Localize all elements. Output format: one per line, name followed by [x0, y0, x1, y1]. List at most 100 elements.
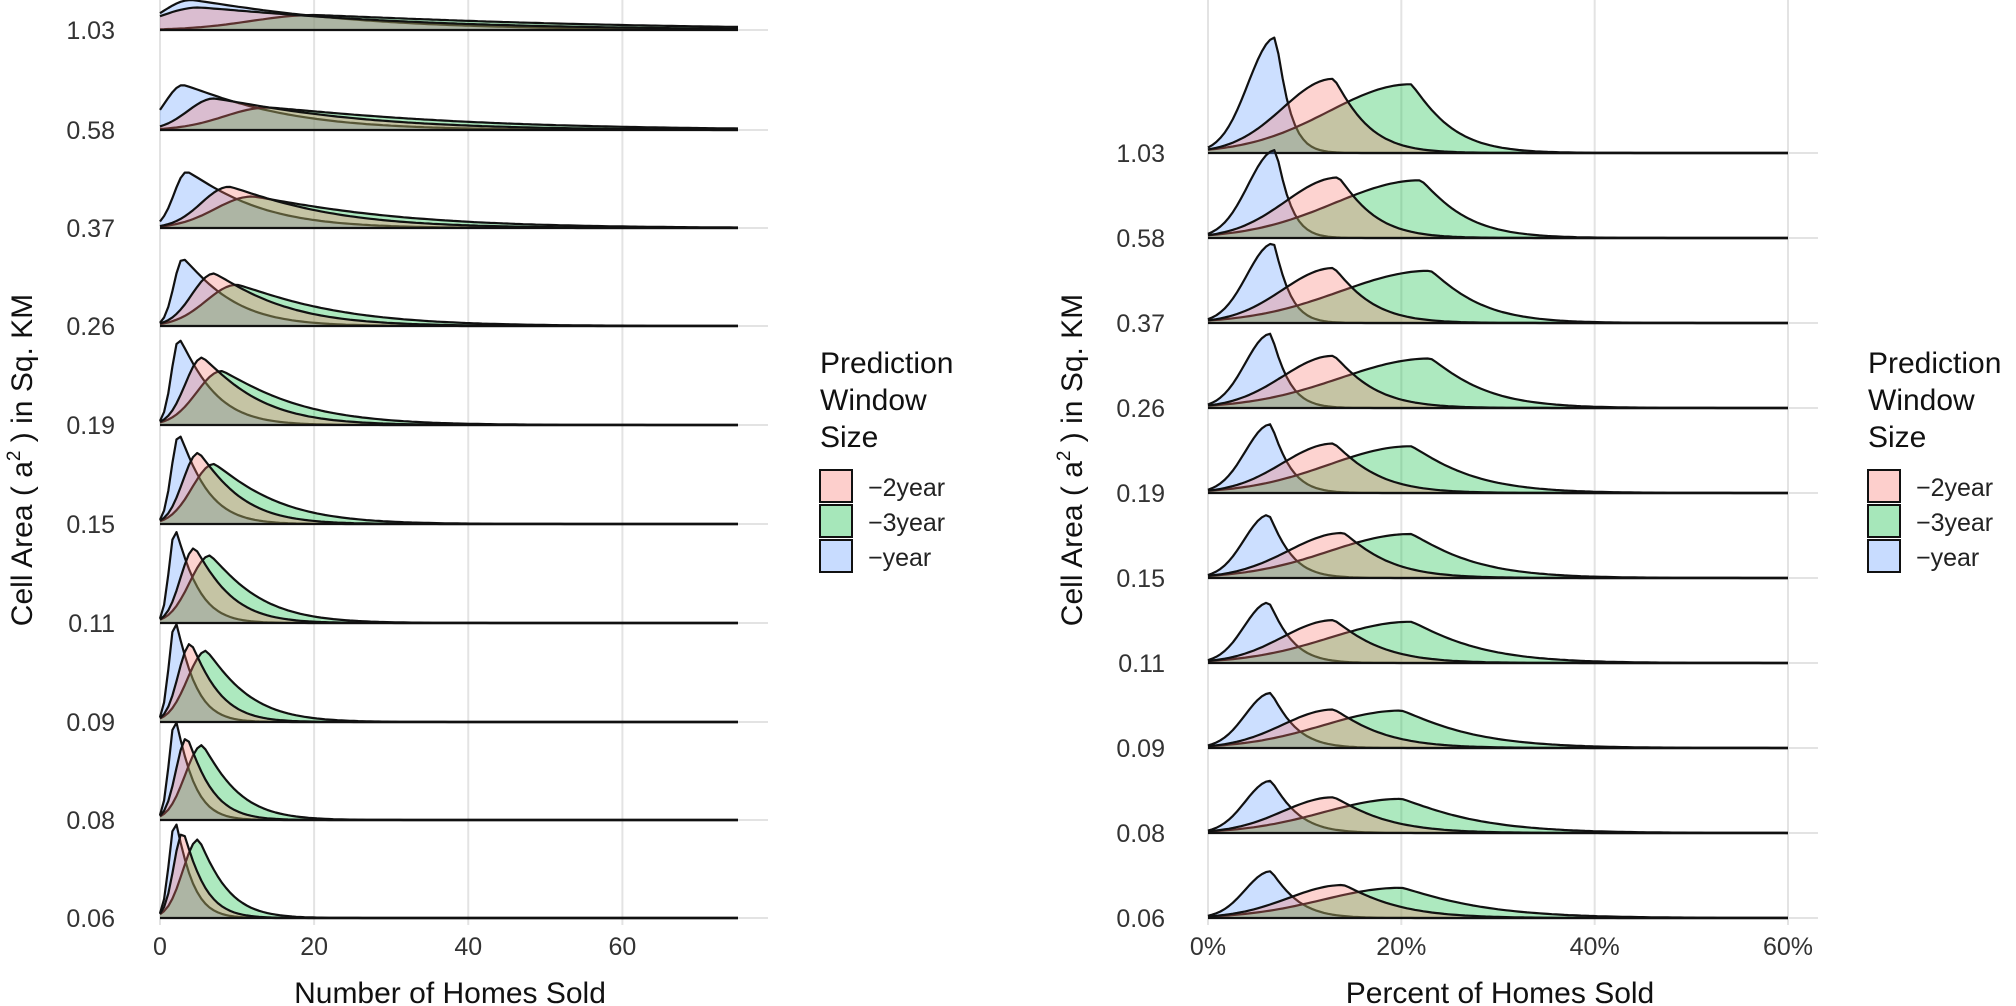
right-legend-swatch-year — [1867, 539, 1901, 573]
left-x-tick-label: 0 — [153, 933, 167, 961]
left-density-area-2year — [160, 453, 738, 524]
left-chart-panel: 0.06 0.08 0.09 0.11 0.15 0.19 0.26 0.37 0.58 1.03… — [4, 0, 768, 1006]
left-legend-swatch-year — [819, 539, 853, 573]
right-y-axis-title-main: Cell Area ( a — [1056, 461, 1089, 626]
left-ridge-0.06 — [158, 823, 738, 920]
right-density-area-2year — [1208, 797, 1788, 833]
right-density-area-2year — [1208, 268, 1788, 323]
left-density-area-2year — [160, 273, 738, 326]
left-x-axis-title: Number of Homes Sold — [294, 977, 606, 1006]
left-ridge-0.11 — [158, 531, 738, 625]
left-density-area-year — [160, 824, 738, 918]
right-x-axis-title: Percent of Homes Sold — [1346, 977, 1654, 1006]
left-density-line-3year — [159, 838, 738, 920]
right-density-area-year — [1208, 602, 1788, 663]
right-ridge-0.15 — [1207, 514, 1788, 580]
right-y-tick-label: 1.03 — [1116, 140, 1165, 168]
left-legend-title-line-3: Size — [820, 421, 878, 454]
left-ridge-0.26 — [159, 258, 738, 328]
left-density-area-2year — [160, 548, 738, 623]
left-density-area-3year — [160, 555, 738, 623]
right-density-area-3year — [1208, 358, 1788, 408]
right-density-area-3year — [1208, 446, 1788, 493]
left-density-area-year — [160, 340, 738, 425]
left-density-area-year — [160, 532, 738, 623]
left-density-line-3year — [159, 106, 739, 130]
right-density-area-2year — [1208, 885, 1788, 918]
left-density-area-year — [160, 259, 738, 326]
right-x-tick-label: 60% — [1763, 933, 1813, 961]
right-density-area-3year — [1208, 180, 1788, 238]
right-legend-label-2year: −2year — [1916, 474, 1993, 502]
right-legend-title-line-2: Window — [1868, 384, 1975, 417]
left-y-tick-label: 0.15 — [66, 511, 115, 539]
left-density-area-2year — [160, 834, 738, 918]
left-density-area-3year — [160, 196, 738, 228]
left-y-tick-label: 0.37 — [66, 215, 115, 243]
left-density-area-3year — [160, 650, 738, 722]
right-y-tick-label: 0.19 — [1116, 480, 1165, 508]
right-ridge-1.03 — [1207, 36, 1788, 155]
left-density-area-2year — [160, 7, 738, 30]
right-ridge-0.11 — [1207, 601, 1788, 665]
right-x-tick-labels: 0% 20% 40% 60% — [1190, 933, 1813, 961]
right-legend: Prediction Window Size −2year −3year −ye… — [1867, 347, 2001, 573]
left-y-tick-label: 0.08 — [66, 807, 115, 835]
right-density-area-3year — [1208, 887, 1788, 918]
right-y-tick-label: 0.37 — [1116, 310, 1165, 338]
left-ridge-0.58 — [159, 84, 739, 132]
left-density-line-year — [158, 823, 738, 920]
right-y-axis-title-superscript: 2 — [1054, 451, 1075, 462]
right-y-tick-label: 0.06 — [1116, 905, 1165, 933]
right-density-area-year — [1208, 515, 1788, 578]
right-density-area-2year — [1208, 355, 1788, 408]
left-density-area-3year — [160, 284, 738, 326]
left-legend: Prediction Window Size −2year −3year −ye… — [819, 347, 953, 573]
right-density-area-3year — [1208, 84, 1788, 153]
left-ridges — [158, 0, 739, 920]
left-x-tick-labels: 0 20 40 60 — [153, 933, 636, 961]
left-density-area-3year — [160, 371, 738, 425]
right-x-tick-label: 20% — [1376, 933, 1426, 961]
right-ridge-0.08 — [1207, 779, 1789, 835]
left-legend-label-3year: −3year — [868, 509, 945, 537]
right-density-area-2year — [1208, 78, 1788, 153]
left-y-tick-label: 0.11 — [68, 610, 115, 638]
left-ridge-0.19 — [158, 339, 738, 427]
left-y-tick-label: 0.26 — [66, 313, 115, 341]
left-y-axis-title-superscript: 2 — [4, 451, 25, 462]
right-y-tick-label: 0.26 — [1116, 395, 1165, 423]
left-density-area-3year — [160, 464, 738, 524]
right-legend-label-3year: −3year — [1916, 509, 1993, 537]
right-y-axis-title-rest: ) in Sq. KM — [1056, 294, 1089, 451]
right-legend-title-line-3: Size — [1868, 421, 1926, 454]
right-legend-label-year: −year — [1916, 544, 1979, 572]
right-density-area-year — [1208, 333, 1788, 408]
left-density-area-2year — [160, 739, 738, 820]
left-ridge-0.15 — [158, 435, 738, 526]
right-y-tick-label: 0.09 — [1116, 735, 1165, 763]
right-density-area-2year — [1208, 620, 1788, 663]
right-density-area-2year — [1208, 177, 1788, 238]
left-density-area-year — [160, 85, 738, 130]
left-ridge-0.08 — [158, 721, 738, 822]
left-y-tick-labels: 0.06 0.08 0.09 0.11 0.15 0.19 0.26 0.37 0.58 1.03 — [66, 17, 115, 933]
right-y-tick-labels: 0.06 0.08 0.09 0.11 0.15 0.19 0.26 0.37 0.58 1.03 — [1116, 140, 1165, 933]
left-y-axis-title-main: Cell Area ( a — [6, 461, 39, 626]
left-density-line-2year — [159, 6, 739, 30]
left-x-tick-label: 60 — [608, 933, 636, 961]
right-y-tick-label: 0.08 — [1116, 820, 1165, 848]
left-legend-label-2year: −2year — [868, 474, 945, 502]
right-density-area-year — [1208, 37, 1788, 153]
right-y-axis-title: Cell Area ( a2 ) in Sq. KM — [1054, 294, 1089, 626]
left-y-tick-label: 0.19 — [66, 412, 115, 440]
left-density-area-year — [160, 436, 738, 524]
left-y-axis-title-rest: ) in Sq. KM — [6, 294, 39, 451]
left-x-tick-label: 20 — [300, 933, 328, 961]
right-chart-panel: 0.06 0.08 0.09 0.11 0.15 0.19 0.26 0.37 0.58 1.03… — [1054, 0, 1818, 1006]
left-legend-label-year: −year — [868, 544, 931, 572]
right-density-area-2year — [1208, 533, 1788, 578]
right-y-tick-label: 0.11 — [1118, 650, 1165, 678]
right-ridge-0.37 — [1207, 242, 1788, 325]
left-density-area-year — [160, 0, 738, 30]
